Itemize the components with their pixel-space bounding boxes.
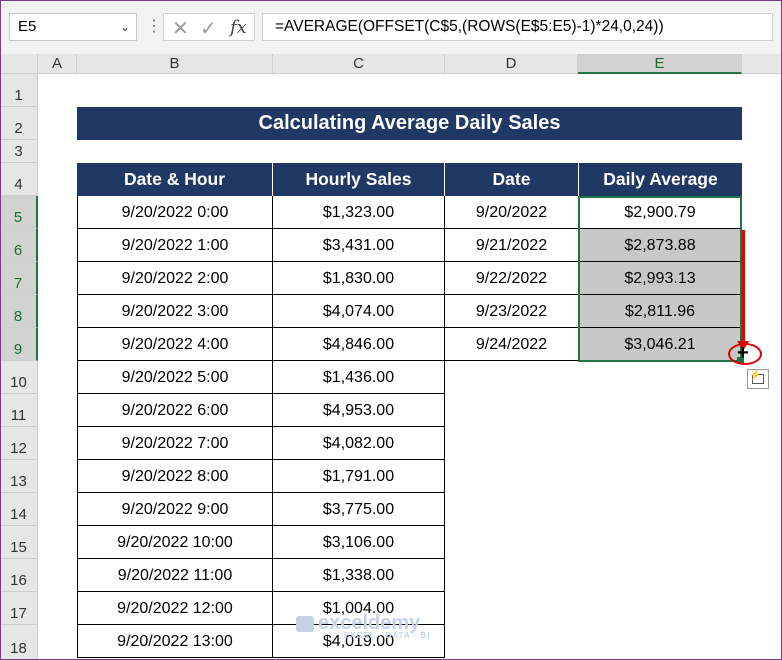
row-header-8[interactable]: 8 (0, 295, 38, 328)
row-header-3[interactable]: 3 (0, 140, 38, 163)
header-daily-average[interactable]: Daily Average (579, 163, 742, 196)
cancel-icon[interactable]: ✕ (172, 18, 189, 40)
worksheet-grid: A B C D E 1 2 3 4 5 6 7 8 9 10 11 12 13 … (0, 54, 782, 660)
cell-hourly-sales[interactable]: $1,323.00 (273, 196, 445, 229)
watermark-name: exceldemy (318, 612, 421, 634)
cell-hourly-sales[interactable]: $1,830.00 (273, 262, 445, 295)
row-header-1[interactable]: 1 (0, 74, 38, 107)
cell-date-hour[interactable]: 9/20/2022 7:00 (77, 427, 273, 460)
formula-input[interactable]: =AVERAGE(OFFSET(C$5,(ROWS(E$5:E5)-1)*24,… (262, 13, 773, 41)
cursor-highlight-circle (728, 343, 762, 365)
header-hourly-sales[interactable]: Hourly Sales (273, 163, 445, 196)
formula-bar: E5 ⌄ ⋮ ✕ ✓ fx =AVERAGE(OFFSET(C$5,(ROWS(… (0, 0, 782, 55)
autofill-options-button[interactable]: ⚡ (747, 369, 769, 389)
name-box[interactable]: E5 ⌄ (9, 13, 137, 41)
cell-date[interactable]: 9/24/2022 (445, 328, 579, 361)
formula-buttons: ✕ ✓ fx (163, 13, 255, 41)
row-header-11[interactable]: 11 (0, 394, 38, 427)
column-header-e[interactable]: E (578, 54, 742, 74)
cell-daily-average[interactable]: $2,811.96 (579, 295, 742, 328)
cell-date-hour[interactable]: 9/20/2022 4:00 (77, 328, 273, 361)
drag-arrow-line (742, 230, 745, 344)
cell-date-hour[interactable]: 9/20/2022 9:00 (77, 493, 273, 526)
cell-daily-average[interactable]: $2,900.79 (579, 196, 742, 229)
row-header-16[interactable]: 16 (0, 559, 38, 592)
cell-daily-average[interactable]: $2,993.13 (579, 262, 742, 295)
cell-hourly-sales[interactable]: $1,791.00 (273, 460, 445, 493)
sheet-title[interactable]: Calculating Average Daily Sales (77, 107, 742, 140)
cell-date-hour[interactable]: 9/20/2022 8:00 (77, 460, 273, 493)
column-header-empty (742, 54, 782, 74)
cell-hourly-sales[interactable]: $3,106.00 (273, 526, 445, 559)
cell-hourly-sales[interactable]: $4,074.00 (273, 295, 445, 328)
cell-date-hour[interactable]: 9/20/2022 12:00 (77, 592, 273, 625)
cell-date-hour[interactable]: 9/20/2022 2:00 (77, 262, 273, 295)
cell-hourly-sales[interactable]: $3,775.00 (273, 493, 445, 526)
column-header-b[interactable]: B (77, 54, 273, 74)
lightning-icon: ⚡ (749, 370, 762, 381)
row-header-15[interactable]: 15 (0, 526, 38, 559)
row-header-2[interactable]: 2 (0, 107, 38, 140)
cell-daily-average[interactable]: $2,873.88 (579, 229, 742, 262)
row-header-9[interactable]: 9 (0, 328, 38, 361)
row-header-17[interactable]: 17 (0, 592, 38, 625)
enter-check-icon[interactable]: ✓ (200, 18, 217, 40)
more-options-icon[interactable]: ⋮ (146, 18, 162, 35)
watermark-tagline: EXCEL · DATA · BI (344, 631, 431, 640)
cell-date-hour[interactable]: 9/20/2022 6:00 (77, 394, 273, 427)
crosshair-cursor-icon: + (737, 342, 749, 364)
row-header-14[interactable]: 14 (0, 493, 38, 526)
autofill-options-icon (752, 374, 764, 384)
cell-hourly-sales[interactable]: $3,431.00 (273, 229, 445, 262)
logo-icon (296, 616, 314, 632)
name-box-value: E5 (18, 18, 37, 35)
cell-date[interactable]: 9/20/2022 (445, 196, 579, 229)
cell-hourly-sales[interactable]: $4,082.00 (273, 427, 445, 460)
header-date[interactable]: Date (445, 163, 579, 196)
cell-date-hour[interactable]: 9/20/2022 5:00 (77, 361, 273, 394)
cell-hourly-sales[interactable]: $1,338.00 (273, 559, 445, 592)
row-header-4[interactable]: 4 (0, 163, 38, 196)
row-header-7[interactable]: 7 (0, 262, 38, 295)
cell-date-hour[interactable]: 9/20/2022 3:00 (77, 295, 273, 328)
column-header-c[interactable]: C (273, 54, 445, 74)
column-header-a[interactable]: A (38, 54, 77, 74)
cell-date-hour[interactable]: 9/20/2022 10:00 (77, 526, 273, 559)
row-header-13[interactable]: 13 (0, 460, 38, 493)
cell-date-hour[interactable]: 9/20/2022 0:00 (77, 196, 273, 229)
cell-date-hour[interactable]: 9/20/2022 11:00 (77, 559, 273, 592)
row-header-6[interactable]: 6 (0, 229, 38, 262)
cell-date[interactable]: 9/22/2022 (445, 262, 579, 295)
cell-hourly-sales[interactable]: $4,846.00 (273, 328, 445, 361)
cell-hourly-sales[interactable]: $1,436.00 (273, 361, 445, 394)
header-date-hour[interactable]: Date & Hour (77, 163, 273, 196)
insert-function-icon[interactable]: fx (230, 17, 247, 38)
watermark-logo: exceldemy EXCEL · DATA · BI (296, 612, 431, 640)
cell-hourly-sales[interactable]: $4,953.00 (273, 394, 445, 427)
row-header-18[interactable]: 18 (0, 625, 38, 660)
select-all-corner[interactable] (0, 54, 38, 74)
cell-date[interactable]: 9/23/2022 (445, 295, 579, 328)
column-header-d[interactable]: D (445, 54, 578, 74)
cell-date[interactable]: 9/21/2022 (445, 229, 579, 262)
row-header-12[interactable]: 12 (0, 427, 38, 460)
cell-date-hour[interactable]: 9/20/2022 13:00 (77, 625, 273, 658)
row-header-10[interactable]: 10 (0, 361, 38, 394)
row-header-5[interactable]: 5 (0, 196, 38, 229)
chevron-down-icon[interactable]: ⌄ (119, 20, 130, 34)
cell-daily-average[interactable]: $3,046.21 (579, 328, 742, 361)
cell-date-hour[interactable]: 9/20/2022 1:00 (77, 229, 273, 262)
